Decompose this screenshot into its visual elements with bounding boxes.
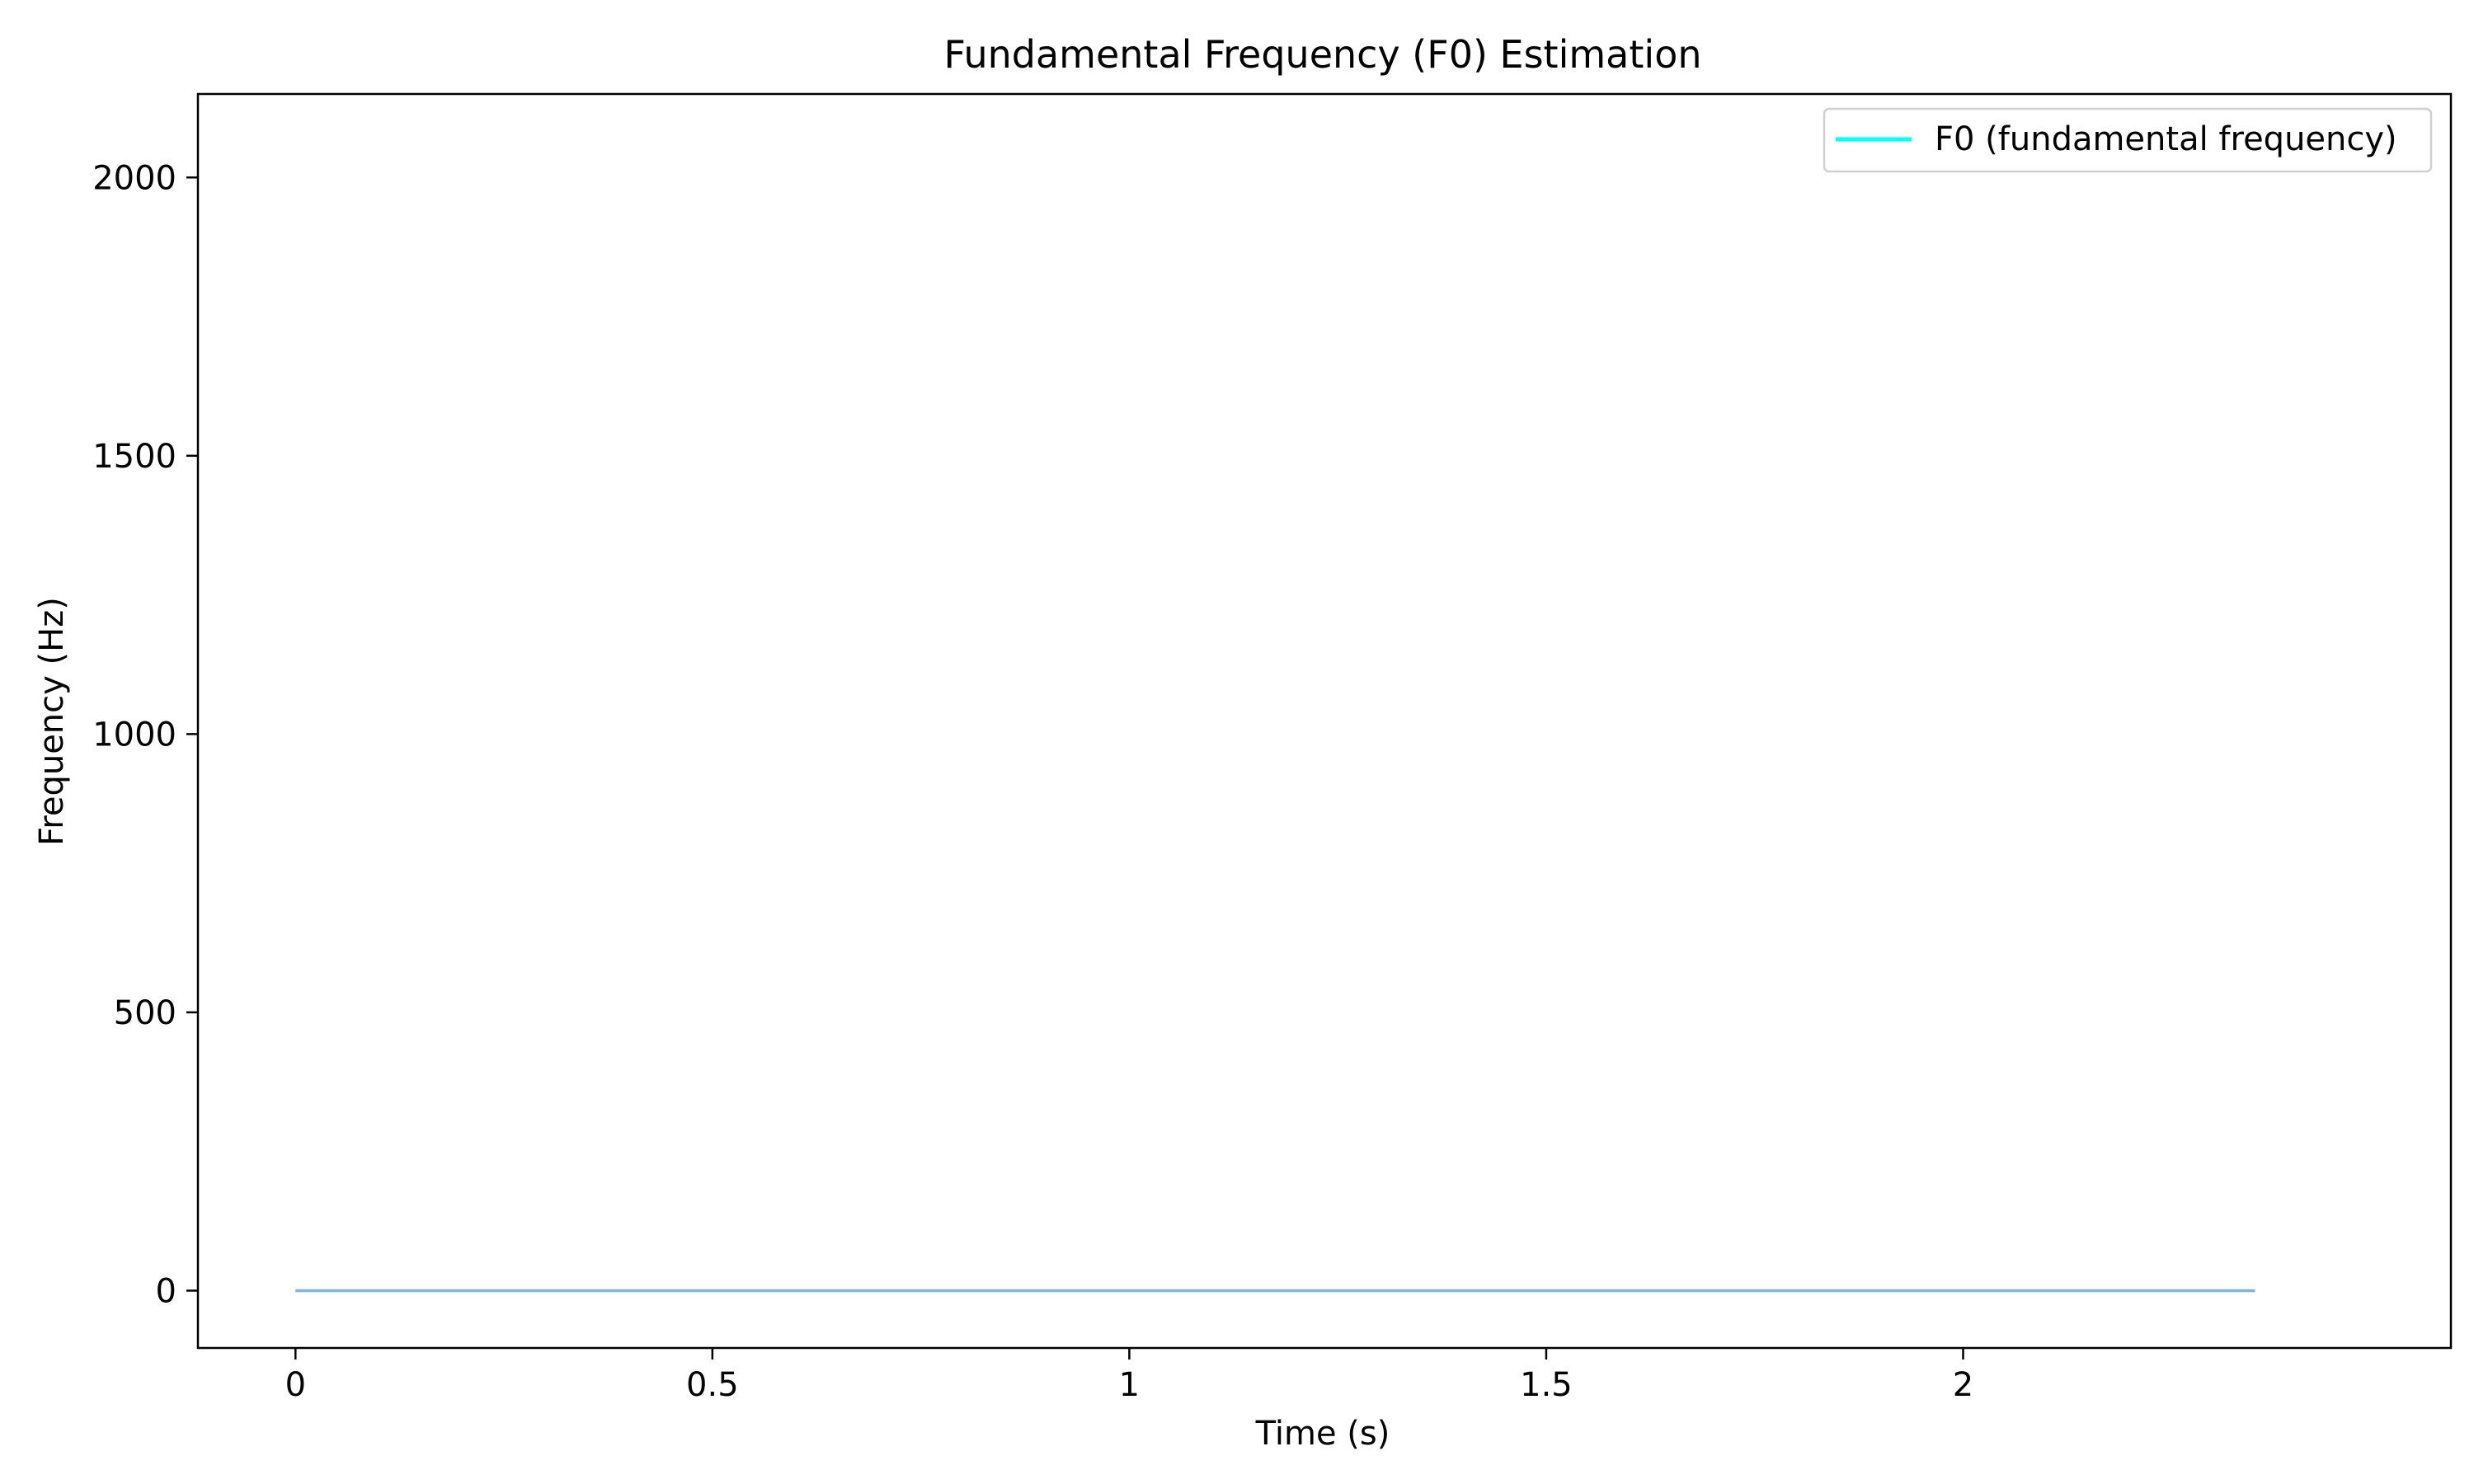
x-tick-label: 1.5 — [1520, 1366, 1573, 1404]
x-tick-label: 0.5 — [686, 1366, 739, 1404]
x-axis-label: Time (s) — [1255, 1415, 1390, 1453]
y-axis: 0 500 1000 1500 2000 — [92, 159, 198, 1310]
chart-title: Fundamental Frequency (F0) Estimation — [944, 32, 1702, 77]
x-axis: 0 0.5 1 1.5 2 — [285, 1348, 1973, 1404]
plot-area — [196, 92, 2453, 1350]
legend: F0 (fundamental frequency) — [1823, 107, 2433, 173]
legend-label: F0 (fundamental frequency) — [1935, 120, 2397, 158]
y-tick-label: 0 — [156, 1272, 176, 1310]
y-tick-label: 2000 — [92, 159, 176, 197]
x-tick-label: 2 — [1953, 1366, 1973, 1404]
x-tick-label: 1 — [1119, 1366, 1140, 1404]
x-tick-label: 0 — [285, 1366, 306, 1404]
legend-box — [1823, 107, 2433, 173]
y-tick-label: 500 — [114, 994, 176, 1032]
y-tick-label: 1500 — [92, 438, 176, 476]
axes-frame — [196, 92, 2453, 1350]
y-axis-label: Frequency (Hz) — [33, 597, 71, 846]
y-tick-label: 1000 — [92, 716, 176, 754]
